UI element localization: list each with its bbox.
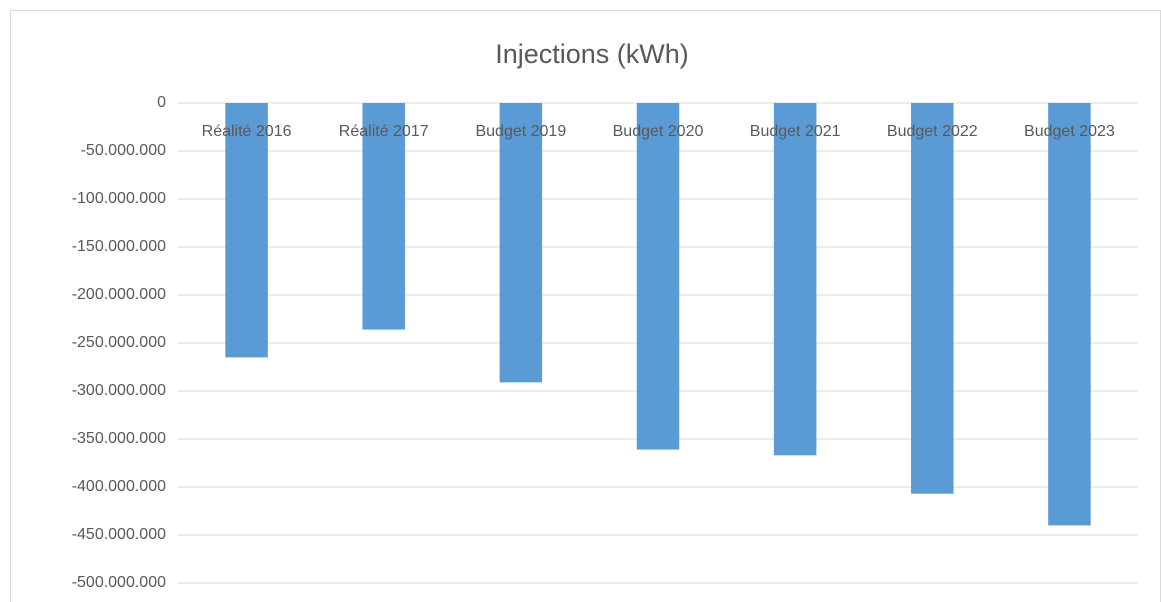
chart-title: Injections (kWh) — [495, 39, 689, 69]
x-tick-label: Réalité 2017 — [339, 123, 429, 140]
y-tick-label: -250.000.000 — [72, 334, 166, 351]
y-tick-label: -200.000.000 — [72, 286, 166, 303]
bar — [499, 103, 543, 383]
y-tick-label: 0 — [157, 94, 166, 111]
x-tick-label: Budget 2019 — [475, 123, 566, 140]
bar — [362, 103, 405, 330]
y-tick-label: -300.000.000 — [72, 382, 166, 399]
bar — [911, 103, 954, 494]
y-tick-label: -350.000.000 — [72, 430, 166, 447]
bar — [1048, 103, 1091, 526]
y-tick-label: -50.000.000 — [81, 142, 167, 159]
y-tick-label: -450.000.000 — [72, 526, 166, 543]
chart-border — [10, 10, 1161, 602]
y-tick-label: -100.000.000 — [72, 190, 166, 207]
x-tick-label: Budget 2023 — [1024, 123, 1115, 140]
bar — [225, 103, 268, 358]
x-tick-label: Réalité 2016 — [202, 123, 292, 140]
y-tick-label: -400.000.000 — [72, 478, 166, 495]
bar — [636, 103, 680, 450]
x-tick-label: Budget 2020 — [613, 123, 704, 140]
y-tick-label: -500.000.000 — [72, 574, 166, 591]
y-tick-label: -150.000.000 — [72, 238, 166, 255]
x-tick-label: Budget 2021 — [750, 123, 841, 140]
x-tick-label: Budget 2022 — [887, 123, 978, 140]
bar — [773, 103, 817, 456]
